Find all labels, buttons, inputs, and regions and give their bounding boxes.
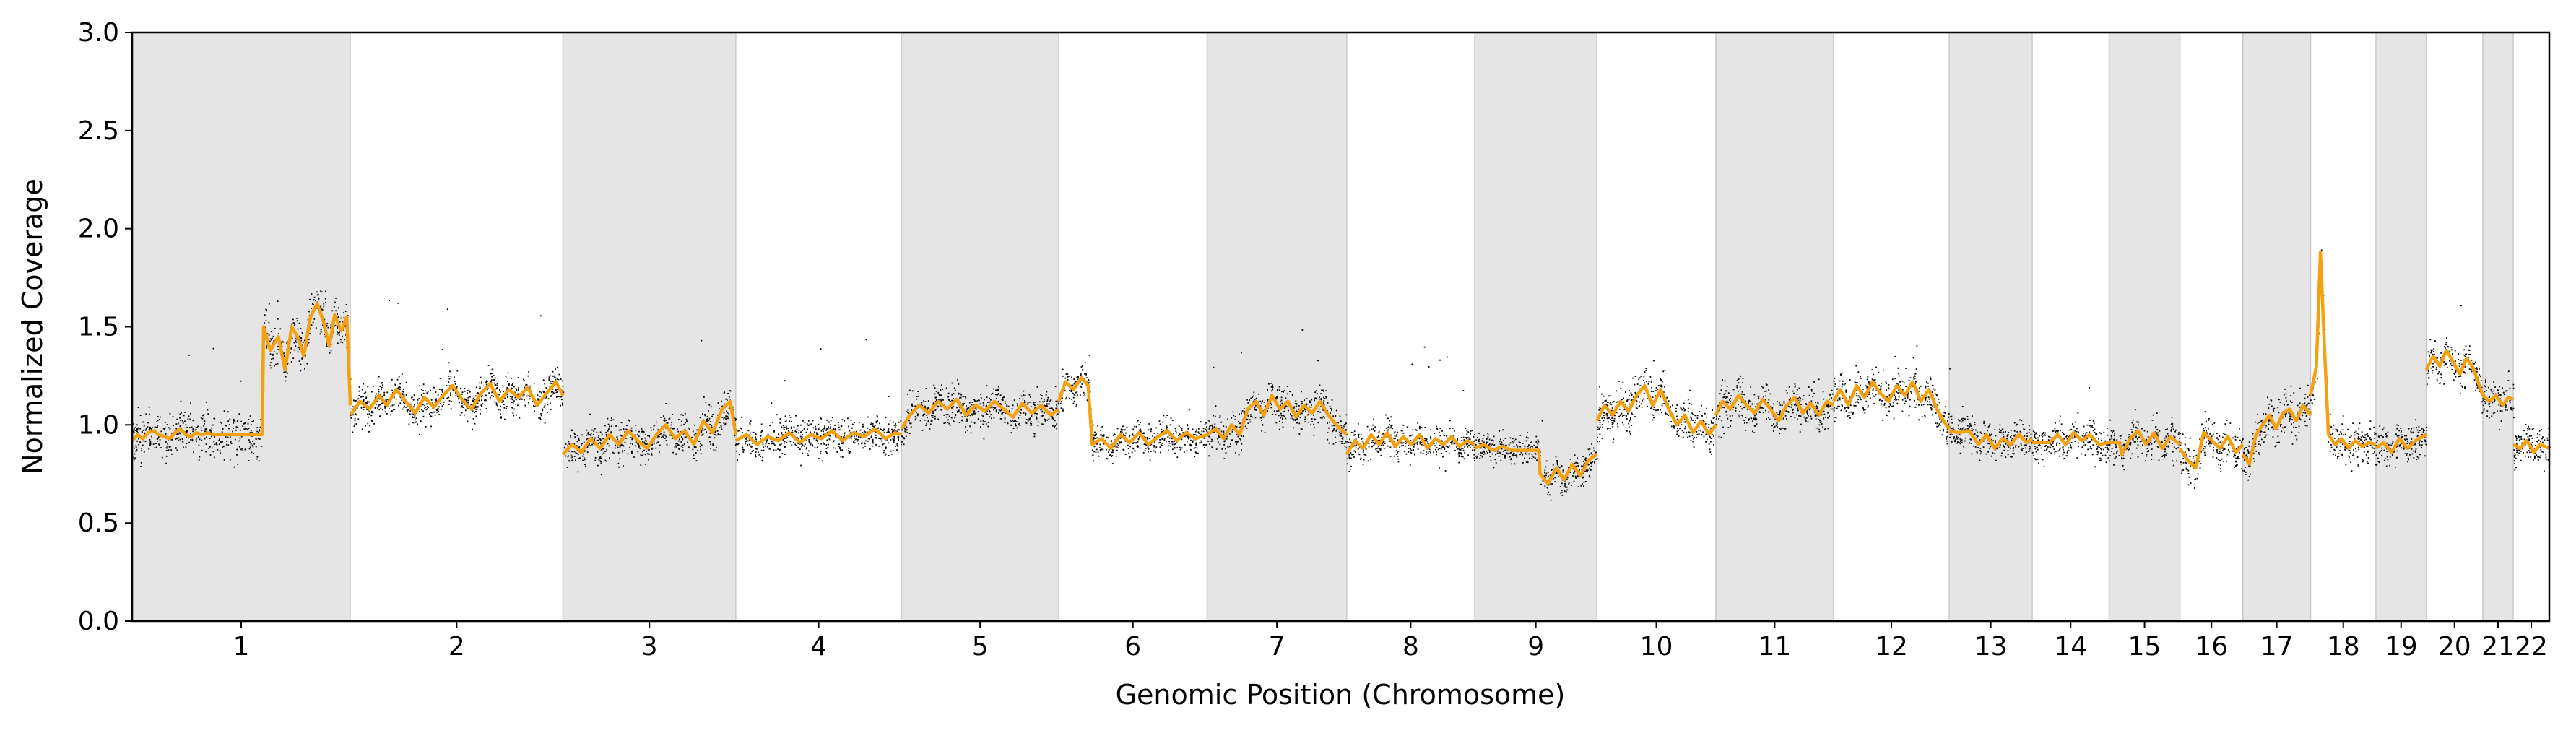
- points-chr-4: [737, 339, 903, 467]
- x-tick-label-3: 3: [641, 632, 658, 662]
- x-tick-label-13: 13: [1974, 632, 2008, 662]
- segment-line-chr-19: [2375, 433, 2427, 454]
- segment-line-chr-9: [1474, 443, 1598, 486]
- points-chr-8: [1347, 346, 1475, 472]
- x-tick-label-5: 5: [972, 632, 989, 662]
- y-tick-label-2.5: 2.5: [78, 116, 119, 146]
- segment-line-chr-11: [1714, 394, 1835, 423]
- points-chr-2: [350, 300, 565, 435]
- points-chr-14: [2032, 387, 2111, 468]
- segment-line-chr-4: [734, 427, 903, 446]
- segment-line-chr-18: [2309, 251, 2377, 451]
- segment-line-chr-6: [1057, 376, 1208, 451]
- x-axis: 1 2 3 4 5 6 7 8 9 10 11 12 13 14 15 16 17 18 19 20 21 22: [233, 621, 2548, 662]
- points-chr-21: [2483, 370, 2515, 430]
- x-tick-label-11: 11: [1758, 632, 1792, 662]
- y-tick-label-2.0: 2.0: [78, 214, 119, 244]
- segment-line-chr-8: [1345, 430, 1476, 456]
- x-tick-label-22: 22: [2515, 632, 2548, 662]
- chromosome-bands: [131, 32, 2514, 622]
- chromosome-band-15: [2108, 32, 2181, 622]
- x-tick-label-15: 15: [2128, 632, 2161, 662]
- chromosome-band-7: [1206, 32, 1348, 622]
- points-chr-6: [1059, 354, 1208, 464]
- chromosome-band-3: [562, 32, 737, 622]
- segment-line-chr-10: [1595, 383, 1717, 437]
- y-axis: 0.0 0.5 1.0 1.5 2.0 2.5 3.0: [78, 18, 132, 636]
- x-tick-label-21: 21: [2481, 632, 2515, 662]
- y-tick-label-0.5: 0.5: [78, 508, 119, 538]
- points-chr-10: [1597, 360, 1717, 455]
- chromosome-band-21: [2482, 32, 2514, 622]
- segment-line-chr-20: [2424, 348, 2485, 396]
- chromosome-band-11: [1715, 32, 1834, 622]
- segment-line-group: [131, 251, 2550, 486]
- points-chr-5: [902, 378, 1060, 446]
- x-tick-label-2: 2: [448, 632, 465, 662]
- y-tick-label-1.0: 1.0: [78, 410, 119, 440]
- x-tick-label-8: 8: [1402, 632, 1419, 662]
- points-chr-15: [2109, 409, 2182, 471]
- segment-line-chr-16: [2178, 430, 2245, 470]
- x-tick-label-9: 9: [1527, 632, 1544, 662]
- points-chr-12: [1834, 345, 1951, 445]
- segment-line-chr-22: [2512, 438, 2550, 454]
- segment-line-chr-7: [1206, 394, 1348, 441]
- x-tick-label-7: 7: [1269, 632, 1285, 662]
- segment-line-chr-5: [900, 397, 1060, 430]
- segment-line-chr-2: [349, 380, 565, 417]
- x-tick-label-12: 12: [1875, 632, 1908, 662]
- x-tick-label-16: 16: [2195, 632, 2228, 662]
- segment-line-chr-1: [131, 301, 352, 442]
- x-tick-label-18: 18: [2327, 632, 2360, 662]
- x-tick-label-10: 10: [1640, 632, 1673, 662]
- x-tick-label-19: 19: [2385, 632, 2418, 662]
- segment-line-chr-21: [2481, 394, 2514, 407]
- y-tick-label-3.0: 3.0: [78, 18, 119, 48]
- chromosome-band-5: [901, 32, 1059, 622]
- points-chr-17: [2243, 384, 2312, 481]
- segment-line-chr-17: [2241, 403, 2312, 466]
- segment-line-chr-12: [1831, 380, 1951, 430]
- segment-line-chr-14: [2032, 430, 2109, 446]
- chromosome-band-17: [2242, 32, 2312, 622]
- x-tick-label-20: 20: [2438, 632, 2471, 662]
- x-tick-label-17: 17: [2260, 632, 2294, 662]
- y-axis-title: Normalized Coverage: [17, 178, 48, 474]
- segment-line-chr-3: [561, 399, 738, 456]
- chromosome-band-19: [2375, 32, 2427, 622]
- x-tick-label-14: 14: [2054, 632, 2087, 662]
- points-chr-9: [1475, 420, 1598, 501]
- x-tick-label-1: 1: [233, 632, 250, 662]
- segment-line-chr-15: [2109, 429, 2182, 456]
- chromosome-band-9: [1474, 32, 1597, 622]
- y-tick-label-0.0: 0.0: [78, 607, 119, 636]
- y-tick-label-1.5: 1.5: [78, 313, 119, 342]
- chromosome-band-1: [131, 32, 351, 622]
- chromosome-band-13: [1948, 32, 2033, 622]
- x-tick-label-4: 4: [810, 632, 827, 662]
- segment-line-chr-13: [1948, 429, 2034, 451]
- x-tick-label-6: 6: [1124, 632, 1141, 662]
- x-axis-title: Genomic Position (Chromosome): [1116, 679, 1566, 711]
